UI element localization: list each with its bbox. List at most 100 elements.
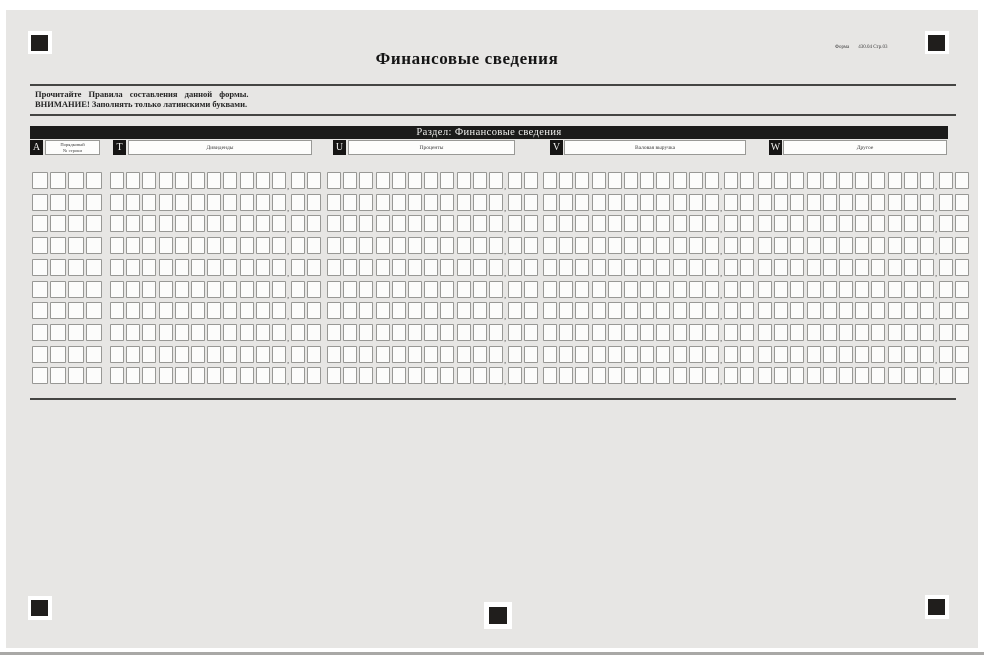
char-box[interactable] [740,280,755,298]
char-box[interactable] [640,193,655,211]
char-box[interactable] [903,258,918,276]
char-box[interactable] [871,215,886,233]
char-box[interactable] [488,345,503,363]
char-box[interactable] [672,367,687,385]
char-box[interactable] [508,323,523,341]
char-box[interactable] [524,280,539,298]
char-box[interactable] [375,367,390,385]
char-box[interactable] [640,172,655,189]
char-box[interactable] [440,323,455,341]
char-box[interactable] [440,367,455,385]
char-box[interactable] [704,237,719,255]
char-box[interactable] [271,193,286,211]
char-box[interactable] [955,345,970,363]
char-box[interactable] [575,193,590,211]
char-box[interactable] [855,193,870,211]
char-box[interactable] [724,215,739,233]
char-box[interactable] [790,237,805,255]
char-box[interactable] [424,345,439,363]
char-box[interactable] [456,237,471,255]
char-box[interactable] [440,302,455,320]
char-box[interactable] [822,323,837,341]
char-box[interactable] [524,215,539,233]
char-box[interactable] [903,367,918,385]
char-box[interactable] [142,258,157,276]
char-box[interactable] [424,280,439,298]
char-box[interactable] [472,215,487,233]
char-box[interactable] [887,193,902,211]
char-box[interactable] [758,215,772,233]
char-box[interactable] [623,215,638,233]
char-box[interactable] [291,367,306,385]
char-box[interactable] [190,280,205,298]
char-box[interactable] [190,258,205,276]
char-box[interactable] [142,237,157,255]
char-box[interactable] [855,345,870,363]
char-box[interactable] [806,367,821,385]
char-box[interactable] [939,193,954,211]
char-box[interactable] [343,302,358,320]
char-box[interactable] [207,172,222,189]
char-box[interactable] [126,258,141,276]
char-box[interactable] [672,323,687,341]
char-box[interactable] [327,323,341,341]
char-box[interactable] [656,280,671,298]
char-box[interactable] [223,302,238,320]
char-box[interactable] [559,237,574,255]
char-box[interactable] [424,302,439,320]
char-box[interactable] [142,345,157,363]
char-box[interactable] [158,237,173,255]
char-box[interactable] [271,237,286,255]
char-box[interactable] [375,280,390,298]
char-box[interactable] [32,215,48,233]
char-box[interactable] [559,367,574,385]
char-box[interactable] [919,367,934,385]
char-box[interactable] [174,193,189,211]
char-box[interactable] [939,345,954,363]
char-box[interactable] [508,280,523,298]
char-box[interactable] [359,280,374,298]
char-box[interactable] [790,345,805,363]
char-box[interactable] [207,237,222,255]
char-box[interactable] [472,280,487,298]
char-box[interactable] [806,237,821,255]
char-box[interactable] [543,345,557,363]
char-box[interactable] [919,237,934,255]
char-box[interactable] [903,345,918,363]
char-box[interactable] [50,193,66,211]
char-box[interactable] [672,258,687,276]
char-box[interactable] [223,237,238,255]
char-box[interactable] [327,280,341,298]
char-box[interactable] [291,193,306,211]
char-box[interactable] [623,237,638,255]
char-box[interactable] [806,323,821,341]
char-box[interactable] [855,302,870,320]
char-box[interactable] [607,258,622,276]
char-box[interactable] [271,302,286,320]
char-box[interactable] [508,367,523,385]
char-box[interactable] [207,193,222,211]
char-box[interactable] [271,345,286,363]
char-box[interactable] [822,345,837,363]
char-box[interactable] [724,302,739,320]
char-box[interactable] [472,172,487,189]
char-box[interactable] [774,237,789,255]
char-box[interactable] [939,258,954,276]
char-box[interactable] [955,258,970,276]
char-box[interactable] [126,193,141,211]
char-box[interactable] [740,237,755,255]
char-box[interactable] [207,302,222,320]
char-box[interactable] [758,302,772,320]
char-box[interactable] [223,215,238,233]
char-box[interactable] [223,172,238,189]
char-box[interactable] [903,193,918,211]
char-box[interactable] [559,193,574,211]
char-box[interactable] [343,367,358,385]
char-box[interactable] [903,215,918,233]
char-box[interactable] [871,280,886,298]
char-box[interactable] [822,172,837,189]
char-box[interactable] [126,280,141,298]
char-box[interactable] [656,367,671,385]
char-box[interactable] [359,172,374,189]
char-box[interactable] [704,323,719,341]
